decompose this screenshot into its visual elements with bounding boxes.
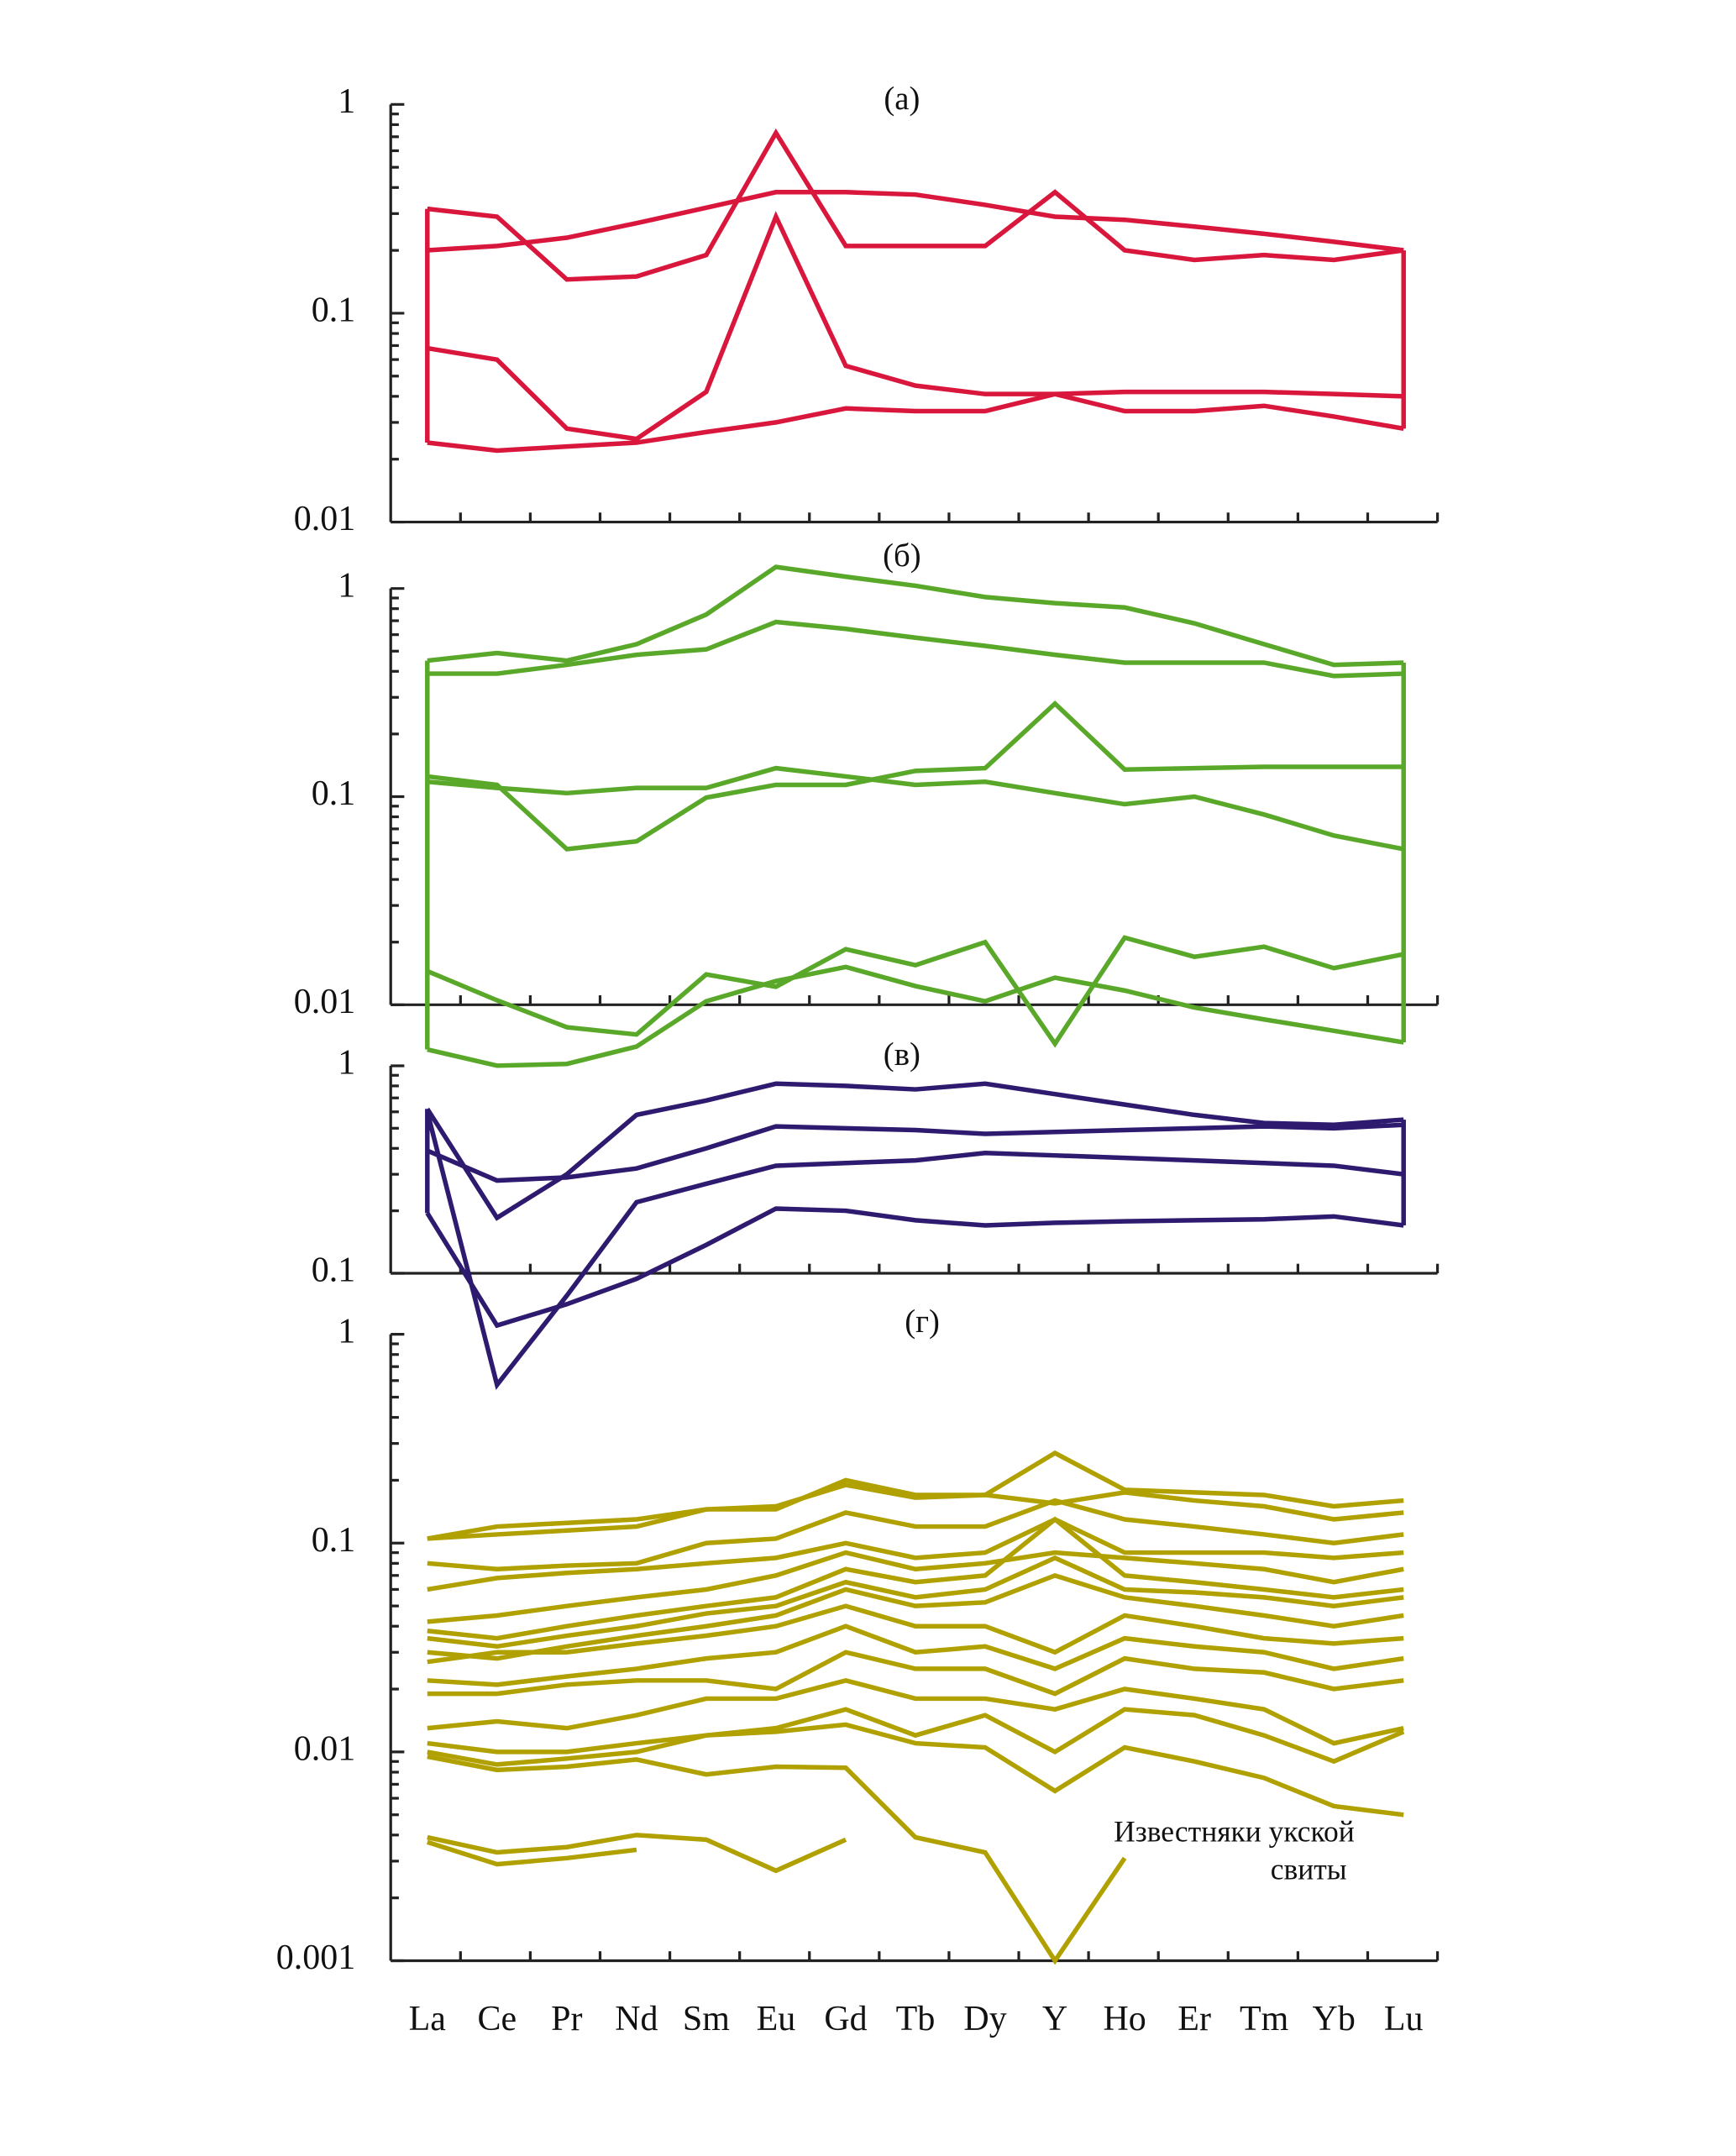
series-line	[427, 190, 1404, 253]
y-tick-label: 0.1	[312, 291, 355, 330]
series-line	[427, 1707, 1405, 1765]
series-line	[426, 1839, 637, 1867]
series-line	[427, 700, 1404, 852]
x-tick-label: Ho	[1103, 2000, 1146, 2038]
series-line	[427, 391, 1404, 454]
y-tick-label: 0.01	[294, 1730, 355, 1769]
series-line	[427, 564, 1404, 668]
series-line	[427, 1650, 1404, 1697]
panel-title: (г)	[905, 1304, 940, 1340]
y-tick-label: 1	[338, 566, 355, 605]
x-tick-label: Y	[1042, 2000, 1067, 2038]
series-line	[427, 1722, 1404, 1818]
series-line	[427, 1516, 1404, 1641]
y-tick-label: 0.1	[312, 1521, 355, 1560]
series-line	[427, 765, 1404, 852]
panel-title: (а)	[884, 81, 920, 117]
series-line	[427, 1450, 1404, 1541]
x-tick-label: La	[409, 2000, 447, 2038]
series-line	[427, 1482, 1404, 1541]
series-line	[427, 1833, 847, 1874]
y-tick-label: 0.1	[312, 774, 355, 813]
annotation: Известняки укской	[1114, 1815, 1355, 1849]
y-tick-label: 1	[338, 82, 355, 121]
x-tick-label: Ce	[478, 2000, 517, 2038]
y-tick-label: 1	[338, 1044, 355, 1083]
series-line	[427, 619, 1404, 679]
series-line	[427, 1550, 1404, 1624]
x-tick-label: Tm	[1240, 2000, 1288, 2038]
x-tick-label: Eu	[757, 2000, 796, 2038]
y-tick-label: 0.1	[312, 1251, 355, 1290]
series-line	[426, 1122, 1404, 1183]
x-tick-label: Tb	[896, 2000, 936, 2038]
series-line	[426, 935, 1404, 1048]
x-tick-label: Gd	[824, 2000, 867, 2038]
x-tick-label: Dy	[963, 2000, 1006, 2038]
series-line	[427, 1624, 1404, 1687]
series-line	[427, 1754, 1127, 1965]
series-line	[427, 128, 1404, 282]
series-line	[425, 1111, 1404, 1390]
series-line	[427, 211, 1404, 442]
series-line	[425, 1206, 1404, 1329]
x-tick-label: Lu	[1384, 2000, 1424, 2038]
series-line	[427, 964, 1404, 1068]
annotation: свиты	[1271, 1853, 1347, 1886]
series-line	[427, 1677, 1404, 1746]
x-tick-label: Nd	[615, 2000, 658, 2038]
panel-title: (в)	[884, 1036, 920, 1073]
y-tick-label: 0.001	[276, 1938, 355, 1977]
y-tick-label: 0.01	[294, 983, 355, 1021]
y-tick-label: 0.01	[294, 500, 355, 538]
series-line	[427, 1572, 1404, 1661]
series-line	[427, 1498, 1404, 1572]
x-tick-label: Yb	[1313, 2000, 1356, 2038]
x-tick-label: Sm	[683, 2000, 730, 2038]
panel-title: (б)	[883, 538, 921, 574]
x-tick-label: Pr	[551, 2000, 582, 2038]
series-line	[427, 1603, 1404, 1665]
series-line	[427, 1555, 1404, 1650]
series-line	[425, 1081, 1404, 1221]
series-line	[427, 1516, 1404, 1592]
x-tick-label: Er	[1177, 2000, 1211, 2038]
y-tick-label: 1	[338, 1312, 355, 1351]
